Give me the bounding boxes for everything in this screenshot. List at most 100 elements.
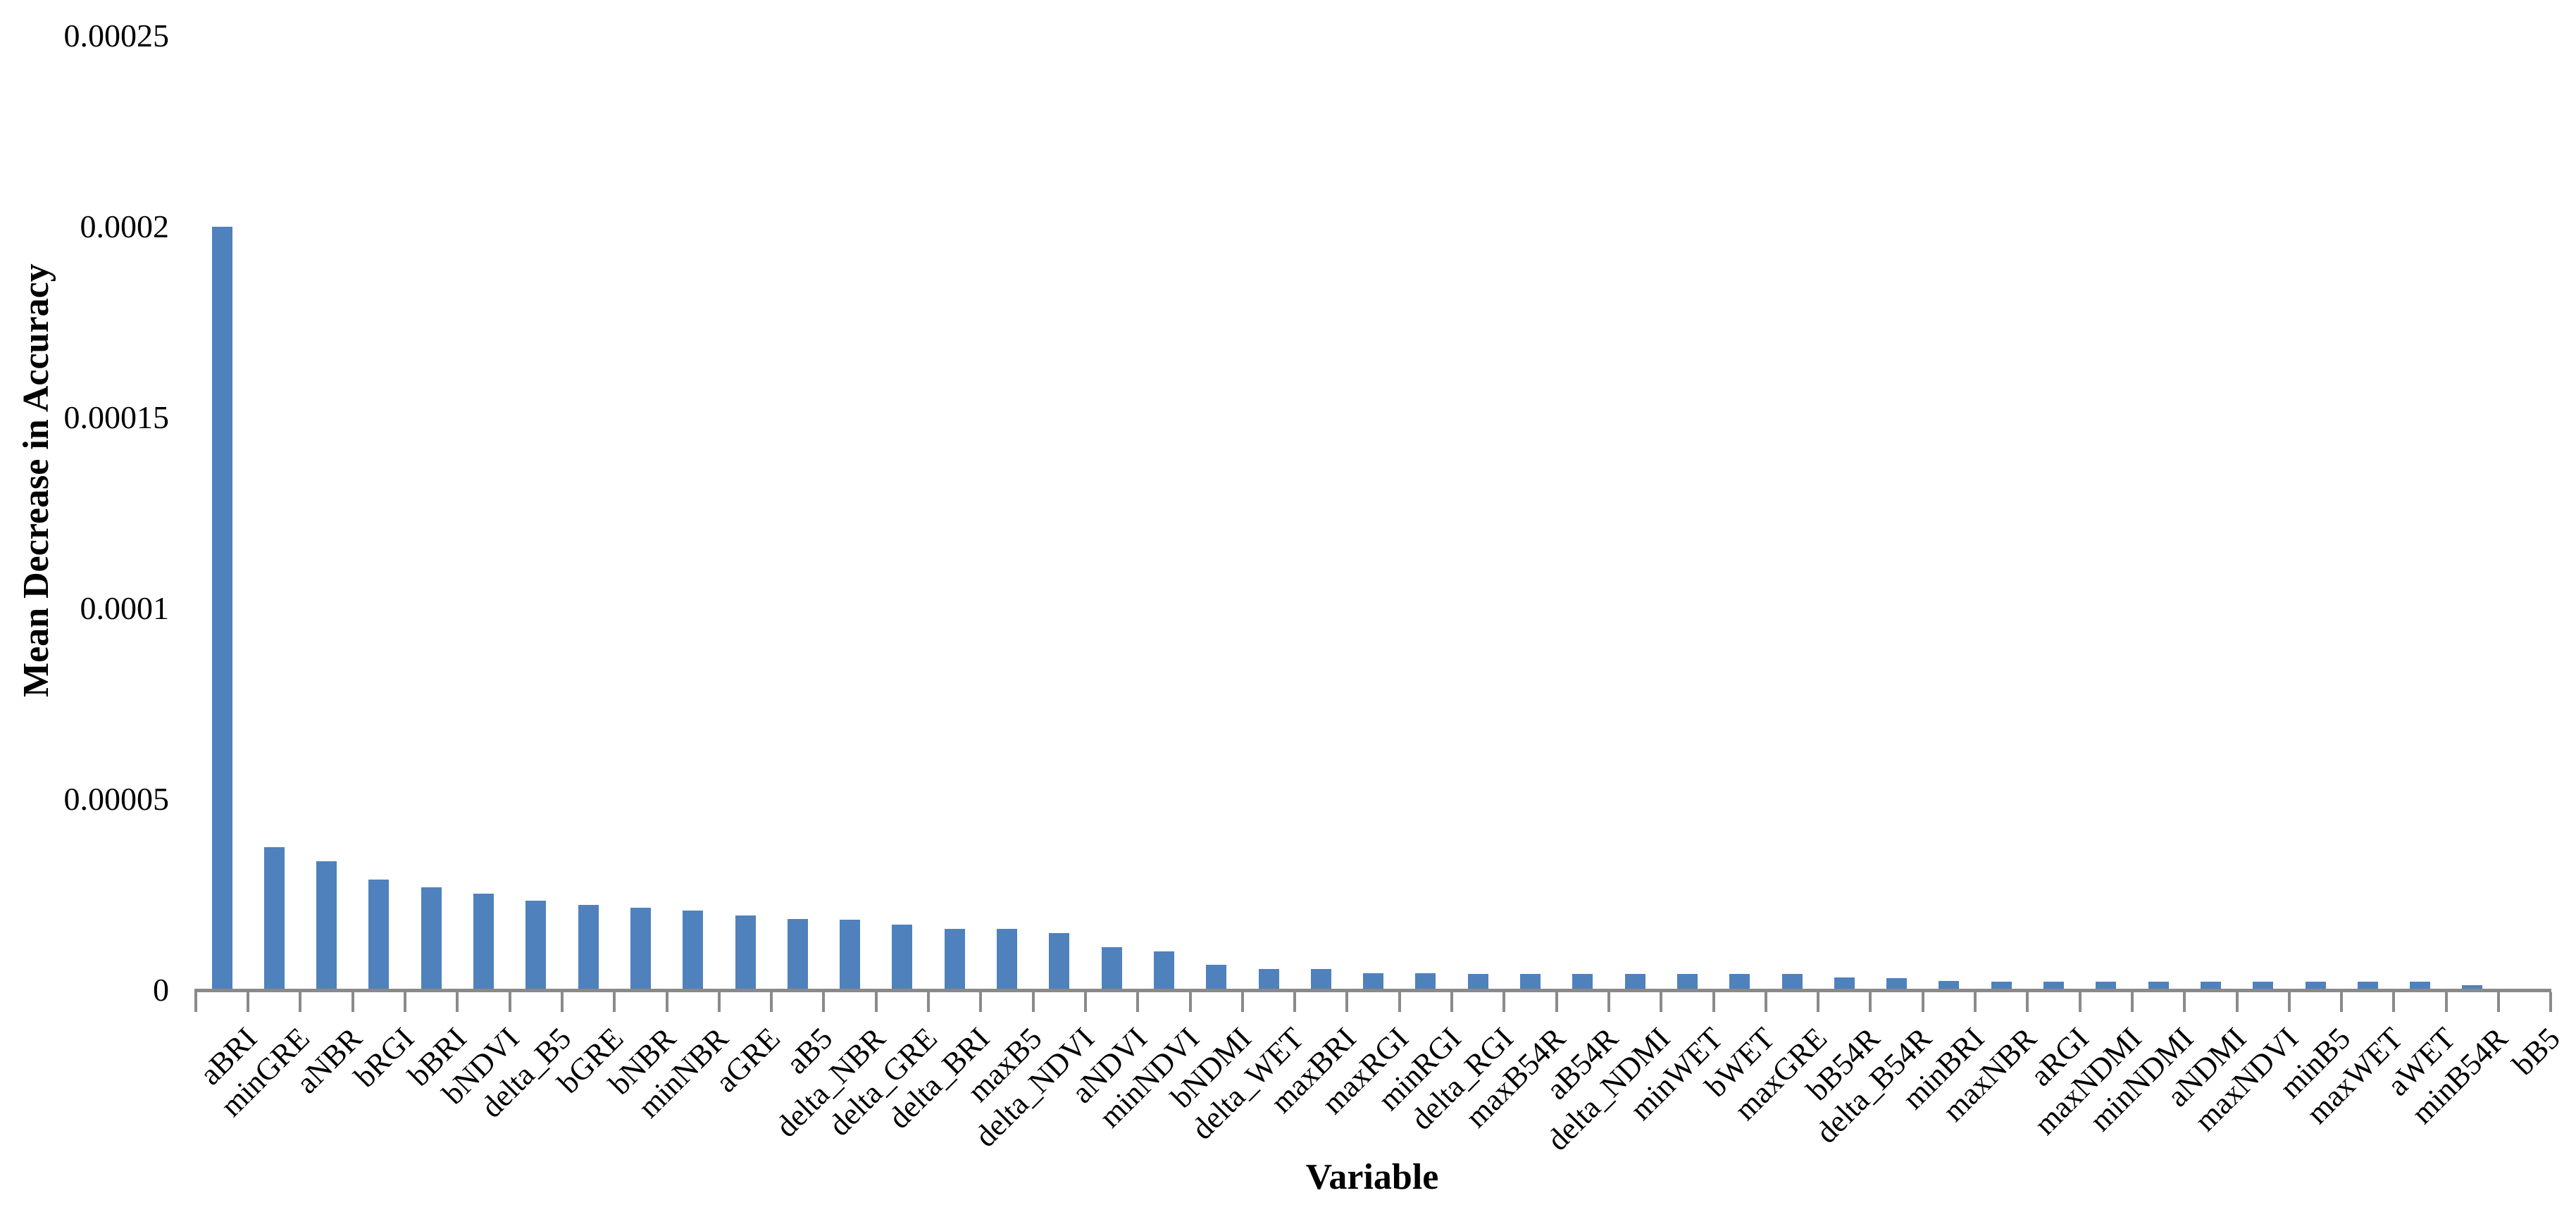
bar	[1572, 974, 1593, 990]
x-axis-tick	[1555, 992, 1558, 1012]
x-axis-tick	[1084, 992, 1087, 1012]
x-axis-tick	[1660, 992, 1662, 1012]
bar	[2358, 982, 2378, 990]
x-axis-tick	[1712, 992, 1715, 1012]
y-tick-label: 0.0002	[80, 208, 170, 244]
y-tick-label: 0	[153, 972, 169, 1008]
bar	[1782, 974, 1803, 990]
bar	[1049, 933, 1069, 990]
x-axis-tick	[1974, 992, 1977, 1012]
x-axis-tick	[2183, 992, 2186, 1012]
bar	[1677, 974, 1698, 990]
bar	[1729, 974, 1750, 990]
x-axis-tick	[1502, 992, 1505, 1012]
x-axis-tick	[2079, 992, 2082, 1012]
x-axis-tick	[247, 992, 249, 1012]
bar	[945, 929, 965, 990]
bar	[1991, 982, 2012, 990]
bar	[316, 861, 337, 990]
x-axis-tick	[404, 992, 406, 1012]
x-tick-label: bB5	[2506, 1020, 2567, 1082]
bar	[2462, 985, 2482, 990]
x-axis-tick	[1241, 992, 1244, 1012]
bar	[1154, 951, 1174, 990]
x-axis-tick	[979, 992, 982, 1012]
bar	[1939, 981, 1959, 990]
x-axis-tick	[1607, 992, 1610, 1012]
bar	[578, 905, 599, 990]
bar	[1311, 969, 1331, 990]
x-axis-tick	[1450, 992, 1453, 1012]
bar	[1520, 974, 1541, 990]
x-axis-tick	[194, 992, 197, 1012]
x-axis-title: Variable	[1305, 1157, 1439, 1197]
bar	[421, 887, 442, 990]
bar	[1886, 978, 1907, 990]
x-axis-tick	[2236, 992, 2239, 1012]
x-axis-tick	[1189, 992, 1192, 1012]
x-axis-tick	[2340, 992, 2343, 1012]
bar	[840, 920, 860, 990]
bar	[1834, 977, 1855, 990]
bar	[2096, 982, 2116, 990]
x-axis-tick	[351, 992, 354, 1012]
x-axis-tick	[1293, 992, 1296, 1012]
bar	[630, 908, 651, 990]
y-tick-label: 0.00005	[63, 781, 170, 817]
bar	[264, 847, 285, 990]
x-axis-tick	[1345, 992, 1348, 1012]
bar	[2148, 982, 2169, 990]
x-axis-tick	[1817, 992, 1819, 1012]
bar	[2306, 982, 2326, 990]
y-tick-label: 0.00015	[63, 399, 170, 435]
x-axis-tick	[822, 992, 825, 1012]
bar	[2410, 982, 2430, 990]
x-axis-tick	[2549, 992, 2552, 1012]
x-axis-tick	[456, 992, 459, 1012]
x-axis-tick	[613, 992, 616, 1012]
y-tick-label: 0.00025	[63, 18, 170, 54]
x-axis-tick	[1922, 992, 1924, 1012]
bar	[368, 880, 389, 990]
bar	[212, 227, 232, 990]
bar	[2201, 982, 2221, 990]
x-axis-tick	[770, 992, 773, 1012]
x-axis-tick	[2392, 992, 2395, 1012]
x-axis-tick	[875, 992, 878, 1012]
bar	[788, 919, 808, 990]
bar	[997, 929, 1017, 990]
x-axis-tick	[2288, 992, 2291, 1012]
bar	[892, 925, 912, 990]
bar	[1259, 969, 1279, 990]
x-axis-tick	[1765, 992, 1767, 1012]
x-axis-tick	[1136, 992, 1139, 1012]
bar	[1468, 974, 1488, 990]
x-axis-tick	[718, 992, 721, 1012]
y-tick-label: 0.0001	[80, 590, 170, 626]
bar	[1415, 973, 1436, 990]
bar	[735, 915, 756, 990]
x-axis-tick	[509, 992, 511, 1012]
x-axis-tick	[927, 992, 930, 1012]
bar	[473, 894, 494, 990]
x-axis-tick	[666, 992, 668, 1012]
x-axis-tick	[2026, 992, 2029, 1012]
bar	[2253, 982, 2273, 990]
x-axis-tick	[2497, 992, 2500, 1012]
bar	[2043, 982, 2064, 990]
bar	[1625, 974, 1645, 990]
y-axis-title: Mean Decrease in Accuracy	[16, 263, 56, 697]
bar	[525, 901, 546, 990]
bar	[683, 911, 703, 990]
x-axis-tick	[561, 992, 564, 1012]
x-axis-tick	[2445, 992, 2448, 1012]
x-axis-tick	[1398, 992, 1401, 1012]
bar	[1102, 947, 1122, 990]
x-axis-tick	[299, 992, 301, 1012]
x-axis-tick	[1032, 992, 1035, 1012]
x-axis-tick	[1869, 992, 1872, 1012]
bar	[1206, 965, 1226, 990]
x-axis-tick	[2131, 992, 2134, 1012]
x-axis-line	[194, 989, 2551, 992]
